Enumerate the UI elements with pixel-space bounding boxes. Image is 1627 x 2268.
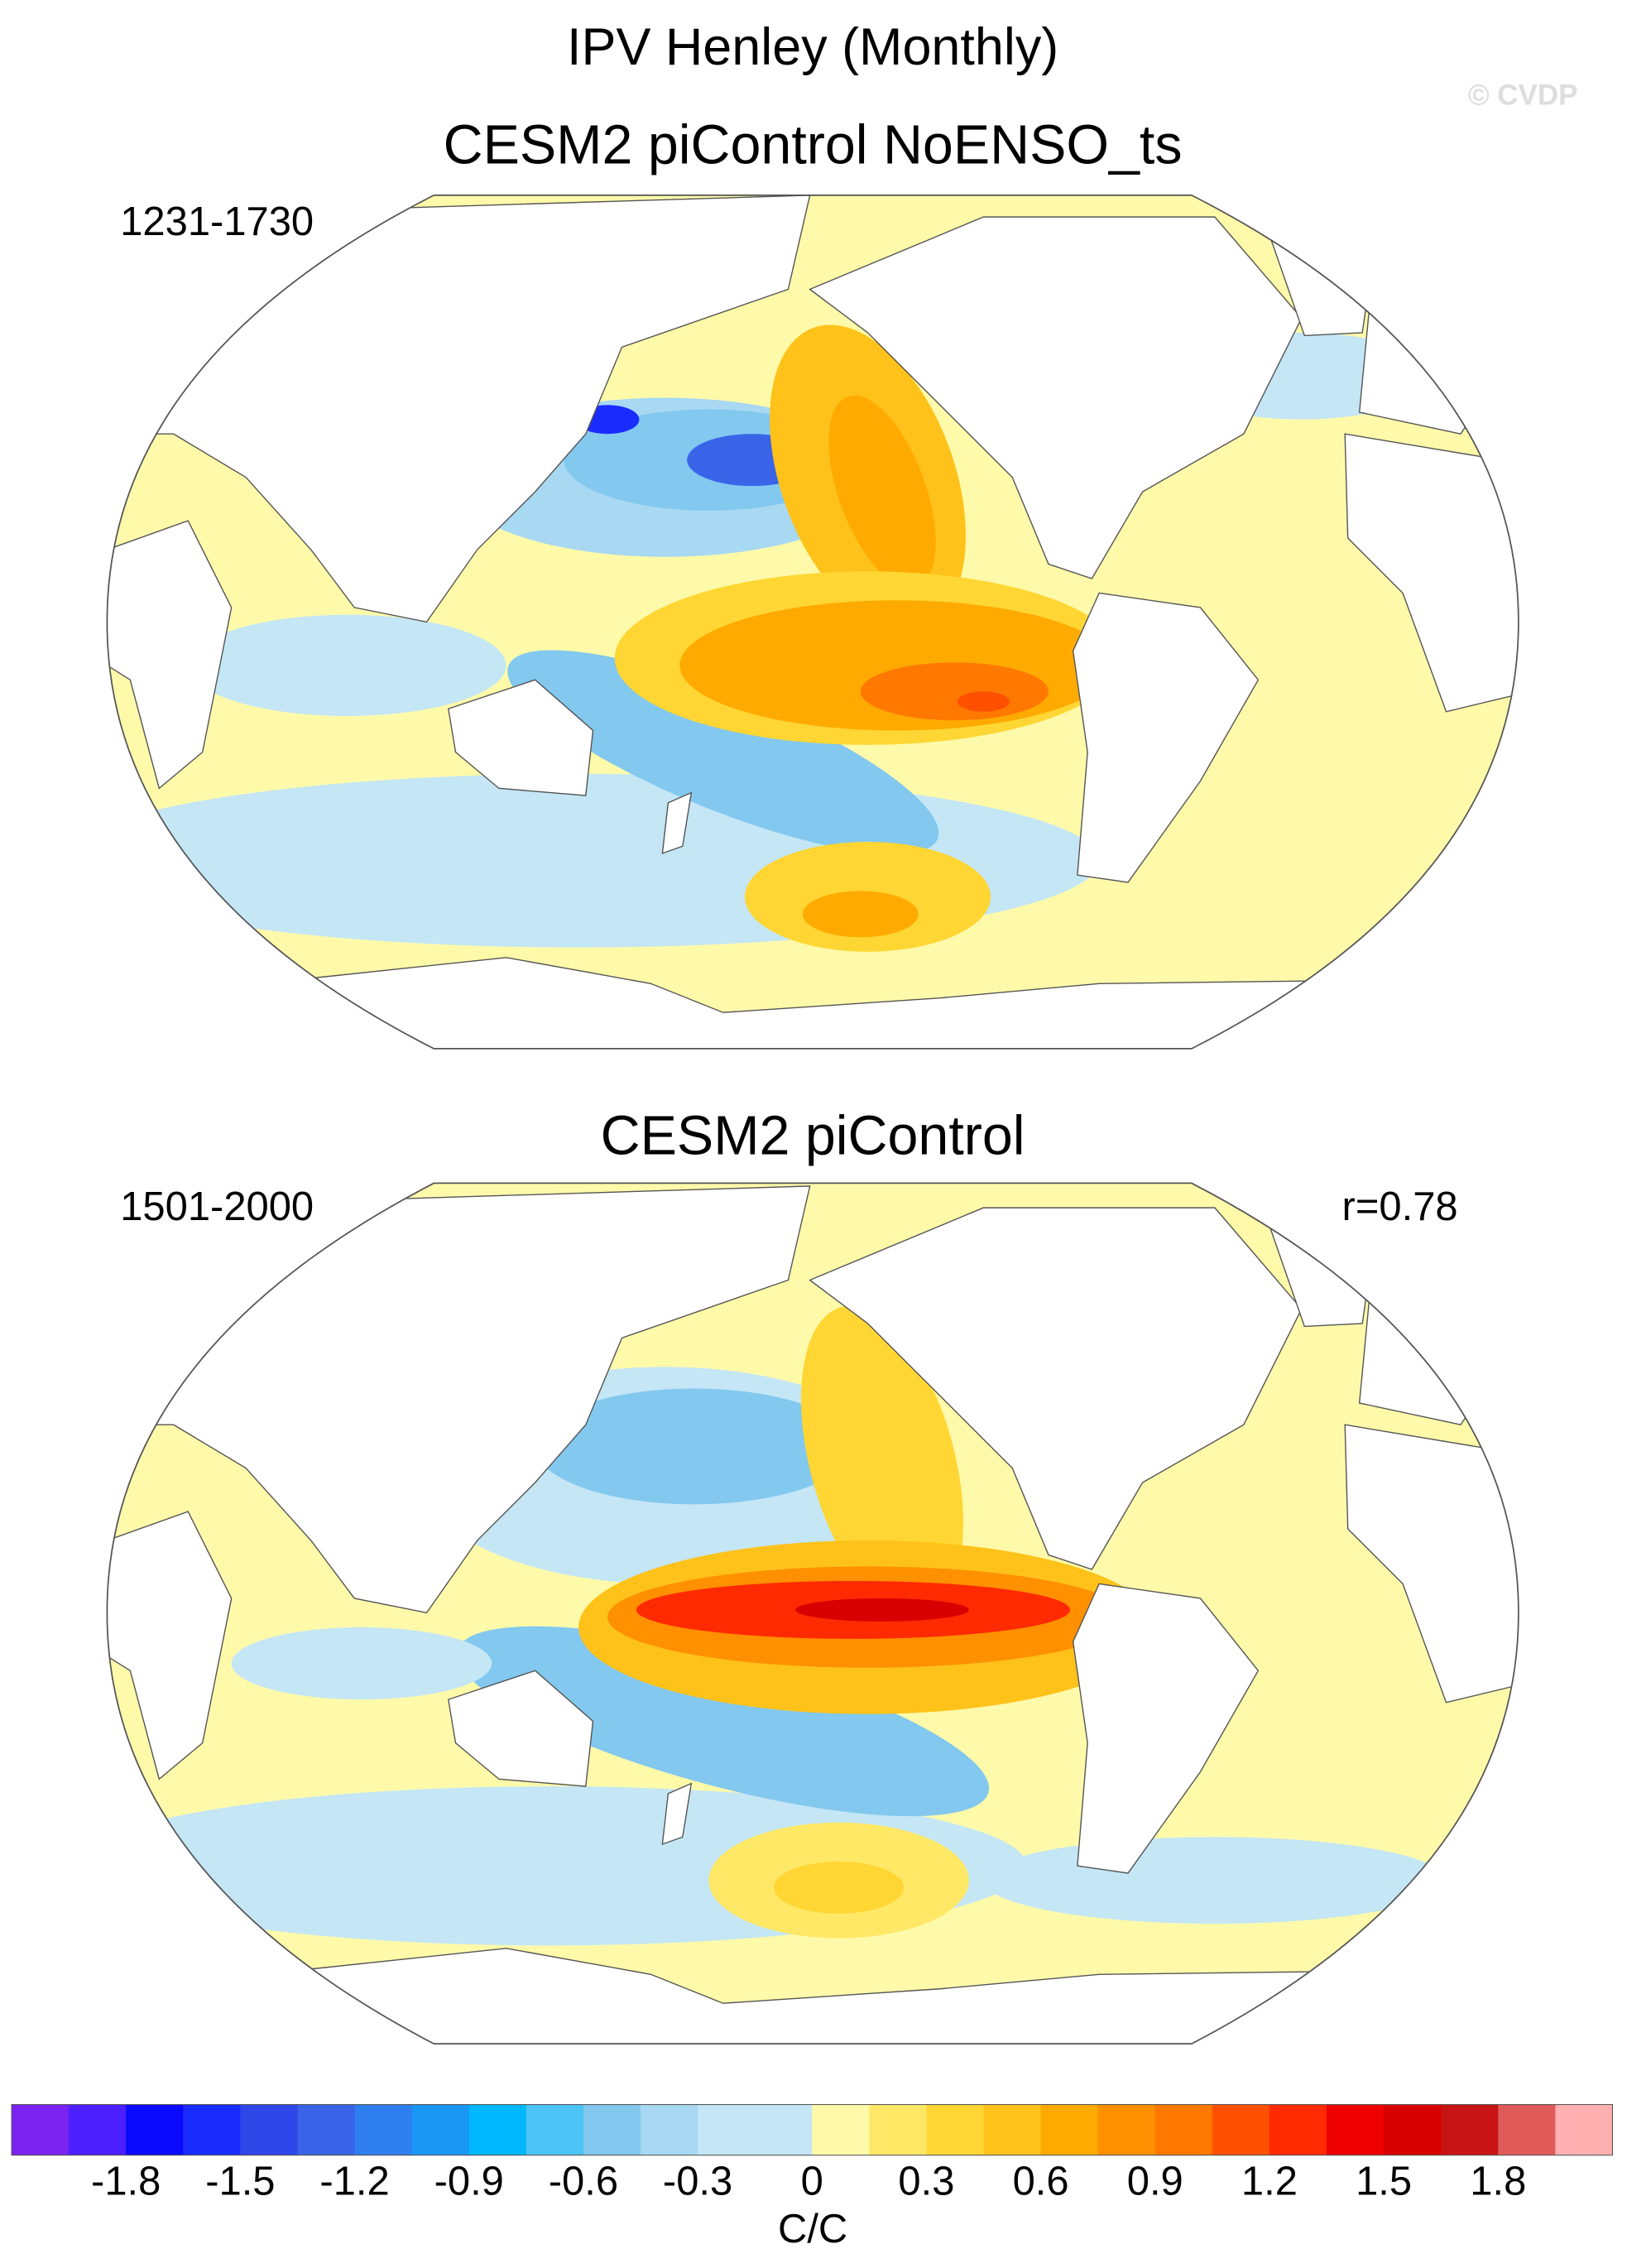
colorbar-box (1441, 2104, 1499, 2155)
colorbar-tick-label: -1.8 (91, 2160, 161, 2204)
colorbar-box (1498, 2104, 1556, 2155)
colorbar-unit: C/C (778, 2207, 847, 2251)
colorbar-box (1040, 2104, 1099, 2155)
colorbar-box (126, 2104, 184, 2155)
colorbar-box (468, 2104, 527, 2155)
colorbar-tick-label: -0.9 (434, 2160, 504, 2204)
map-panel (107, 195, 1519, 1049)
colorbar-box (183, 2104, 241, 2155)
colorbar-box (583, 2104, 641, 2155)
colorbar-box (812, 2104, 870, 2155)
panel-title: CESM2 piControl NoENSO_ts (444, 115, 1183, 176)
colorbar-box (1384, 2104, 1442, 2155)
colorbar-tick-label: -1.5 (205, 2160, 275, 2204)
colorbar-box (1269, 2104, 1327, 2155)
map-panel (107, 1183, 1519, 2045)
colorbar-box (698, 2104, 756, 2155)
watermark: © CVDP (1468, 79, 1578, 111)
colorbar-tick-label: 0 (801, 2160, 823, 2204)
colorbar-box (240, 2104, 298, 2155)
colorbar-tick-label: -1.2 (319, 2160, 389, 2204)
colorbar-box (926, 2104, 985, 2155)
colorbar-tick-label: 0.3 (898, 2160, 954, 2204)
colorbar-box (1097, 2104, 1156, 2155)
figure-title: IPV Henley (Monthly) (567, 18, 1058, 76)
colorbar-box (640, 2104, 698, 2155)
colorbar-tick-label: -0.3 (663, 2160, 732, 2204)
colorbar-tick-label: -0.6 (549, 2160, 618, 2204)
map-border (106, 1182, 1519, 2045)
colorbar-box (411, 2104, 470, 2155)
panel-period: 1231-1730 (120, 199, 314, 244)
colorbar-box (297, 2104, 356, 2155)
correlation-label: r=0.78 (1342, 1184, 1458, 1229)
map-border (106, 195, 1519, 1050)
colorbar-box (983, 2104, 1042, 2155)
colorbar-box (354, 2104, 413, 2155)
colorbar-box (1212, 2104, 1270, 2155)
colorbar-tick-label: 0.9 (1127, 2160, 1183, 2204)
colorbar-frame (11, 2104, 1613, 2156)
panel-period: 1501-2000 (120, 1184, 314, 1229)
colorbar-tick-label: 1.5 (1356, 2160, 1412, 2204)
colorbar-box (1327, 2104, 1385, 2155)
colorbar-box (755, 2104, 813, 2155)
colorbar-tick-label: 1.2 (1241, 2160, 1298, 2204)
colorbar-box (12, 2104, 70, 2155)
colorbar-tick-label: 1.8 (1470, 2160, 1526, 2204)
panel-title: CESM2 piControl (601, 1106, 1025, 1167)
colorbar-tick-label: 0.6 (1013, 2160, 1069, 2204)
colorbar-box (1555, 2104, 1613, 2155)
colorbar-box (526, 2104, 584, 2155)
colorbar-box (1154, 2104, 1213, 2155)
colorbar-box (869, 2104, 927, 2155)
colorbar: -1.8 -1.5 -1.2 -0.9 -0.6 -0.3 0 0.3 0.6 0.9 1.2 1.5… (11, 2104, 1613, 2204)
colorbar-box (69, 2104, 127, 2155)
